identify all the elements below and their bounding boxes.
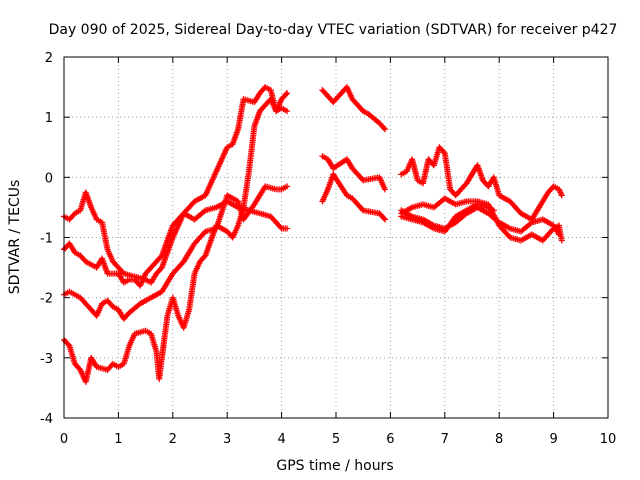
series-track-5 <box>319 84 388 133</box>
data-point <box>65 341 72 348</box>
x-tick-label: 2 <box>169 432 177 447</box>
data-point <box>381 216 388 223</box>
y-tick-label: 0 <box>45 171 53 186</box>
x-tick-label: 8 <box>495 432 503 447</box>
y-tick-label: -3 <box>40 352 53 367</box>
data-point <box>284 90 291 97</box>
x-tick-label: 9 <box>549 432 557 447</box>
x-tick-label: 0 <box>60 432 68 447</box>
data-point <box>282 91 289 98</box>
y-tick-label: -2 <box>40 292 53 307</box>
series-track-10 <box>398 195 565 244</box>
data-series <box>61 84 565 385</box>
x-tick-label: 1 <box>114 432 122 447</box>
y-axis-label: SDTVAR / TECUs <box>7 180 23 295</box>
data-point <box>381 186 388 193</box>
data-point <box>277 224 284 231</box>
series-track-2 <box>61 198 291 289</box>
data-point <box>381 126 388 133</box>
x-tick-labels: 0 1 2 3 4 5 6 7 8 9 10 <box>60 432 616 447</box>
data-point <box>284 225 291 232</box>
y-tick-labels: -4 -3 -2 -1 0 1 2 <box>40 51 53 427</box>
data-point <box>380 124 387 131</box>
x-tick-label: 7 <box>441 432 449 447</box>
x-tick-label: 3 <box>223 432 231 447</box>
y-tick-label: 1 <box>45 111 53 126</box>
x-tick-label: 6 <box>386 432 394 447</box>
data-point <box>440 149 447 156</box>
series-track-4 <box>61 96 291 385</box>
series-track-6 <box>319 153 388 193</box>
x-tick-label: 4 <box>277 432 285 447</box>
data-point <box>558 192 565 199</box>
data-point <box>558 237 565 244</box>
y-tick-label: 2 <box>45 51 53 66</box>
x-tick-label: 5 <box>332 432 340 447</box>
series-track-1 <box>61 84 291 286</box>
data-point <box>549 226 556 233</box>
series-track-7 <box>319 171 388 223</box>
x-tick-label: 10 <box>600 432 617 447</box>
plot-frame <box>63 56 609 419</box>
data-point <box>201 229 208 236</box>
y-tick-label: -1 <box>40 232 53 247</box>
y-tick-label: -4 <box>40 412 53 427</box>
data-point <box>284 108 291 115</box>
series-track-8 <box>398 144 565 223</box>
data-point <box>505 233 512 240</box>
series-track-11 <box>398 201 497 235</box>
x-axis-label: GPS time / hours <box>276 458 393 474</box>
data-point <box>490 207 497 214</box>
data-point <box>284 183 291 190</box>
data-point <box>380 215 387 222</box>
chart-title: Day 090 of 2025, Sidereal Day-to-day VTE… <box>49 22 618 38</box>
